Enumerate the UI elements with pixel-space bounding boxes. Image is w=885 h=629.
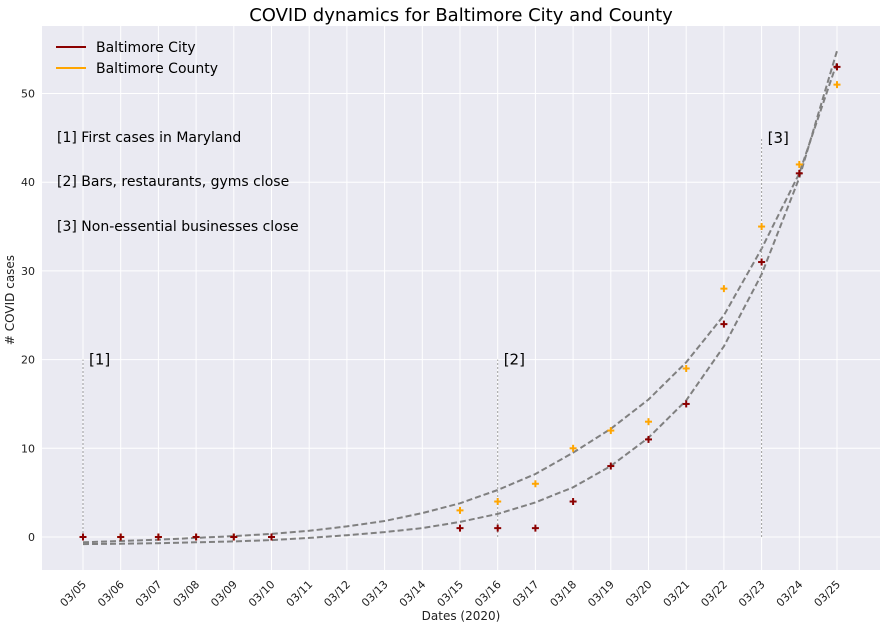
- annotation-mark-2: [2]: [504, 351, 525, 369]
- point-city: [720, 320, 728, 328]
- point-city: [494, 524, 502, 532]
- x-tick-label: 03/19: [585, 578, 617, 610]
- point-county: [645, 418, 652, 426]
- x-tick-label: 03/10: [246, 578, 278, 610]
- data-points: [79, 63, 841, 541]
- x-tick-labels: 03/05 03/06 03/07 03/08 03/09 03/10 03/11 03/12…: [58, 578, 844, 610]
- point-city: [531, 524, 539, 532]
- x-tick-label: 03/24: [774, 578, 806, 610]
- point-county: [795, 160, 803, 168]
- point-city: [79, 533, 87, 541]
- point-city: [795, 169, 803, 177]
- x-tick-label: 03/20: [623, 578, 655, 610]
- x-tick-label: 03/15: [435, 578, 467, 610]
- point-county: [607, 427, 615, 435]
- point-city: [758, 258, 766, 266]
- fit-lines: [82, 50, 838, 546]
- plot-area: [42, 26, 880, 570]
- note-3: [3] Non-essential businesses close: [57, 219, 299, 235]
- x-tick-label: 03/17: [510, 578, 542, 610]
- y-tick-labels: 0 10 20 30 40 50: [21, 88, 35, 545]
- annotation-mark-3: [3]: [768, 129, 789, 147]
- x-tick-label: 03/18: [548, 578, 580, 610]
- point-city: [645, 435, 652, 443]
- x-tick-label: 03/05: [58, 578, 90, 610]
- x-tick-label: 03/25: [812, 578, 844, 610]
- y-tick-label: 0: [28, 531, 35, 544]
- annotation-lines: [82, 137, 763, 537]
- y-tick-label: 10: [21, 442, 35, 455]
- x-tick-label: 03/14: [397, 578, 429, 610]
- point-city: [607, 462, 615, 470]
- x-tick-label: 03/08: [171, 578, 203, 610]
- y-tick-label: 20: [21, 354, 35, 367]
- x-tick-label: 03/12: [321, 578, 353, 610]
- point-city: [456, 524, 464, 532]
- point-city: [230, 533, 238, 541]
- x-tick-label: 03/22: [698, 578, 730, 610]
- point-city: [268, 533, 275, 541]
- point-county: [569, 444, 577, 452]
- chart-title: COVID dynamics for Baltimore City and Co…: [249, 5, 673, 26]
- point-city: [833, 63, 841, 71]
- fit-line-city: [82, 50, 838, 546]
- y-tick-label: 30: [21, 265, 35, 278]
- point-city: [192, 533, 200, 541]
- note-1: [1] First cases in Maryland: [57, 130, 241, 146]
- annotation-marks: [1] [2] [3]: [89, 129, 789, 369]
- x-tick-label: 03/21: [661, 578, 693, 610]
- y-tick-label: 40: [21, 176, 35, 189]
- x-tick-label: 03/06: [95, 578, 127, 610]
- x-tick-label: 03/11: [284, 578, 316, 610]
- point-county: [758, 223, 766, 231]
- point-county: [531, 480, 539, 488]
- point-city: [154, 533, 162, 541]
- note-2: [2] Bars, restaurants, gyms close: [57, 174, 289, 190]
- legend-label-county: Baltimore County: [96, 61, 218, 77]
- point-county: [833, 81, 841, 89]
- x-tick-label: 03/23: [736, 578, 768, 610]
- point-city: [569, 498, 577, 506]
- point-city: [682, 400, 690, 408]
- annotation-mark-1: [1]: [89, 351, 110, 369]
- grid: [42, 26, 880, 570]
- y-tick-label: 50: [21, 88, 35, 101]
- point-county: [456, 506, 464, 514]
- point-city: [117, 533, 125, 541]
- notes: [1] First cases in Maryland [2] Bars, re…: [57, 130, 299, 235]
- point-county: [494, 498, 502, 506]
- legend: Baltimore City Baltimore County: [56, 40, 218, 77]
- legend-label-city: Baltimore City: [96, 40, 196, 56]
- y-axis-label: # COVID cases: [3, 255, 17, 345]
- x-tick-label: 03/16: [472, 578, 504, 610]
- point-county: [720, 285, 728, 293]
- x-tick-label: 03/07: [133, 578, 165, 610]
- point-county: [682, 364, 690, 372]
- x-tick-label: 03/13: [359, 578, 391, 610]
- x-tick-label: 03/09: [208, 578, 240, 610]
- x-axis-label: Dates (2020): [422, 609, 501, 623]
- fit-line-county: [82, 62, 838, 544]
